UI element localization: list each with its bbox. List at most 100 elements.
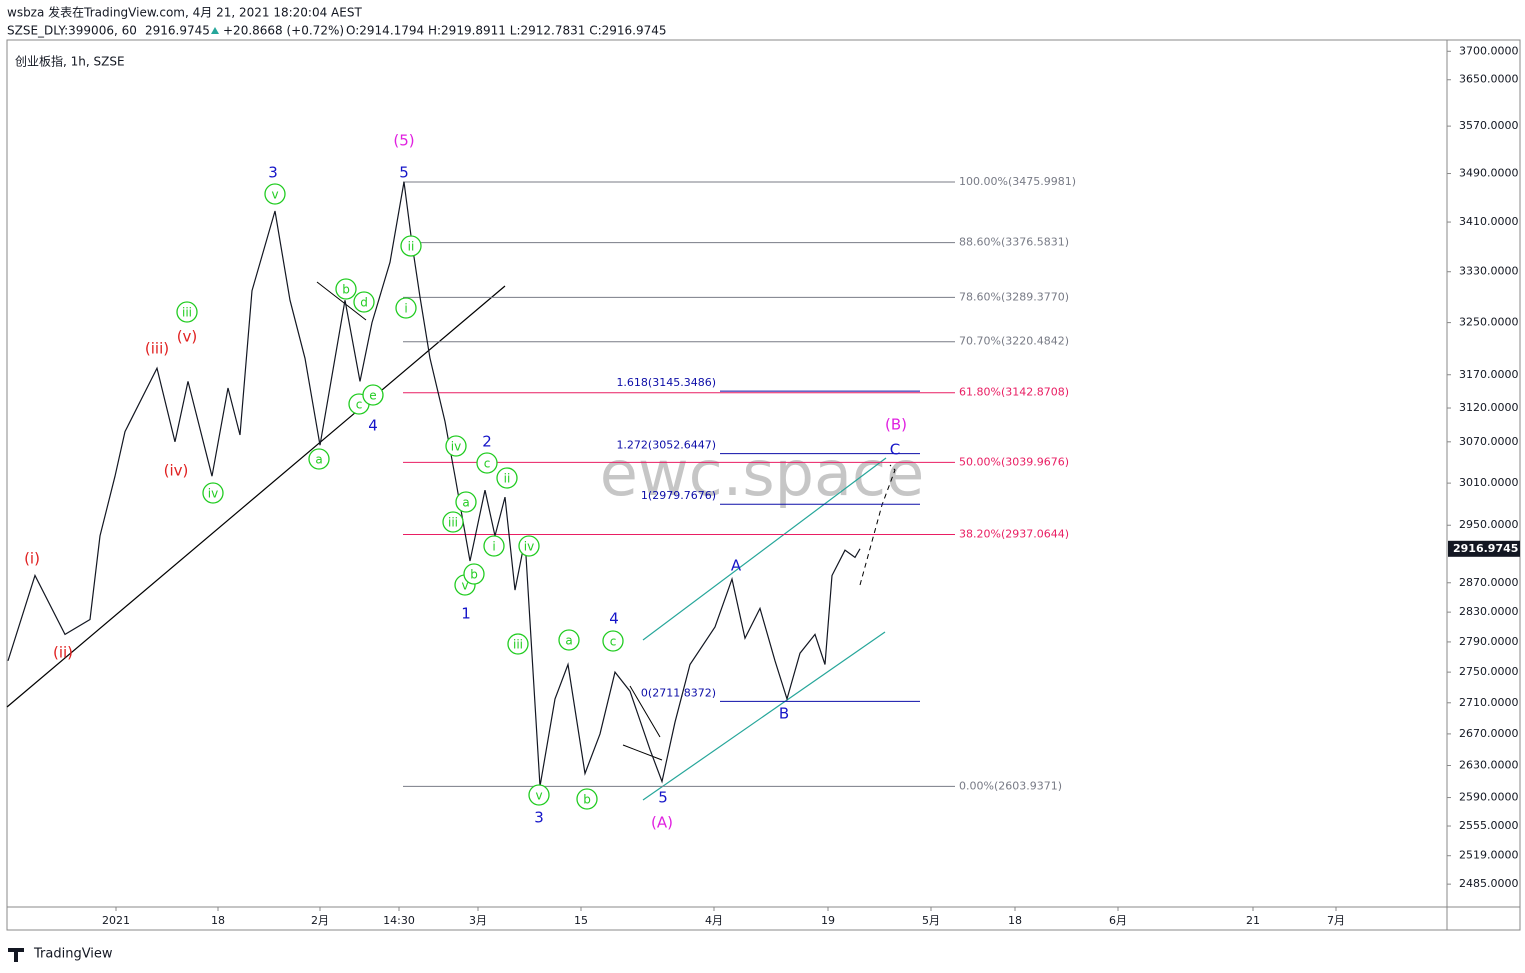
wave-label: iii [182, 306, 192, 320]
y-tick-label: 3170.0000 [1459, 368, 1519, 381]
x-tick-label: 19 [821, 914, 835, 927]
wave-label: v [461, 579, 468, 593]
y-tick-label: 3010.0000 [1459, 476, 1519, 489]
y-tick-label: 3570.0000 [1459, 119, 1519, 132]
y-tick-label: 2950.0000 [1459, 518, 1519, 531]
wave-label: iv [524, 540, 534, 554]
last-price-label: 2916.9745 [1453, 542, 1518, 555]
x-tick-label: 18 [211, 914, 225, 927]
fib-label: 38.20%(2937.0644) [959, 527, 1069, 540]
logo-icon [8, 948, 24, 962]
wave-label: c [610, 635, 617, 649]
wave-circle [507, 633, 529, 655]
y-tick-label: 3650.0000 [1459, 73, 1519, 86]
wave-label: a [315, 453, 322, 467]
extension-label: 0(2711.8372) [641, 686, 716, 699]
wave-label: 4 [609, 610, 619, 628]
footer-logo: TradingView [33, 947, 113, 962]
triangle-line [629, 685, 661, 738]
wave-label: iv [451, 440, 461, 454]
wave-circle [353, 291, 375, 313]
wave-circle [558, 629, 580, 651]
y-tick-label: 2830.0000 [1459, 605, 1519, 618]
header-ohlc: O:2914.1794 H:2919.8911 L:2912.7831 C:29… [346, 24, 667, 38]
fib-label: 100.00%(3475.9981) [959, 175, 1076, 188]
y-tick-label: 3120.0000 [1459, 401, 1519, 414]
wave-label: 5 [399, 164, 409, 182]
y-tick-label: 2750.0000 [1459, 665, 1519, 678]
wave-label: (v) [177, 328, 198, 346]
channel-line [642, 631, 886, 801]
wave-label: (i) [24, 550, 40, 568]
header-symbol: SZSE_DLY:399006, 60 [7, 24, 137, 38]
x-tick-label: 15 [574, 914, 588, 927]
last-price-badge [1448, 540, 1520, 557]
x-tick-label: 2月 [311, 914, 329, 927]
wave-label: v [271, 188, 278, 202]
legend-title: 创业板指, 1h, SZSE [15, 54, 125, 69]
projection [859, 464, 896, 586]
extension-label: 1(2979.7676) [641, 489, 716, 502]
wave-label: (iv) [164, 462, 189, 480]
y-tick-label: 2710.0000 [1459, 696, 1519, 709]
x-tick-label: 21 [1246, 914, 1260, 927]
y-tick-label: 2630.0000 [1459, 758, 1519, 771]
trend-line [316, 281, 367, 321]
wave-label: i [492, 540, 495, 554]
y-tick-label: 2555.0000 [1459, 819, 1519, 832]
y-tick-label: 2485.0000 [1459, 877, 1519, 890]
wave-circle [335, 278, 357, 300]
wave-label: iv [208, 487, 218, 501]
wave-circle [308, 448, 330, 470]
wave-circle [176, 301, 198, 323]
y-tick-label: 2790.0000 [1459, 635, 1519, 648]
price-line [7, 181, 861, 787]
header-line: wsbza 发表在TradingView.com, 4月 21, 2021 18… [7, 5, 362, 20]
wave-label: (iii) [145, 340, 169, 358]
wave-label: (B) [885, 416, 907, 434]
x-tick-label: 2021 [102, 914, 130, 927]
fib-label: 0.00%(2603.9371) [959, 779, 1062, 792]
y-tick-label: 3070.0000 [1459, 435, 1519, 448]
wave-circle [362, 384, 384, 406]
channel-line [642, 457, 887, 641]
extension-label: 1.618(3145.3486) [616, 376, 716, 389]
wave-circle [463, 563, 485, 585]
wave-label: iii [513, 638, 523, 652]
wave-circle [476, 452, 498, 474]
wave-circle [202, 482, 224, 504]
x-tick-label: 7月 [1327, 914, 1345, 927]
wave-circle [445, 435, 467, 457]
wave-label: c [484, 457, 491, 471]
trend-line [6, 285, 506, 708]
wave-circle [528, 784, 550, 806]
header-price: 2916.9745 [145, 24, 210, 38]
y-tick-label: 2590.0000 [1459, 791, 1519, 804]
y-tick-label: 3490.0000 [1459, 167, 1519, 180]
watermark: ewc.space [600, 437, 925, 510]
triangle-line [622, 744, 663, 761]
wave-circle [576, 788, 598, 810]
y-tick-label: 2519.0000 [1459, 849, 1519, 862]
wave-label: 3 [268, 164, 278, 182]
extension-label: 1.272(3052.6447) [616, 439, 716, 452]
wave-label: e [369, 389, 376, 403]
wave-label: b [470, 568, 478, 582]
x-tick-label: 18 [1008, 914, 1022, 927]
wave-circle [602, 630, 624, 652]
wave-circle [264, 183, 286, 205]
y-tick-label: 3330.0000 [1459, 265, 1519, 278]
header-change: +20.8668 (+0.72%) [223, 24, 344, 38]
wave-label: i [404, 302, 407, 316]
fib-label: 70.70%(3220.4842) [959, 335, 1069, 348]
wave-circle [442, 511, 464, 533]
frame [6, 39, 1521, 931]
wave-label: ii [504, 472, 511, 486]
fib-label: 78.60%(3289.3770) [959, 290, 1069, 303]
fib-label: 50.00%(3039.9676) [959, 455, 1069, 468]
wave-label: d [360, 296, 368, 310]
up-arrow [211, 27, 219, 34]
wave-label: 2 [482, 433, 492, 451]
